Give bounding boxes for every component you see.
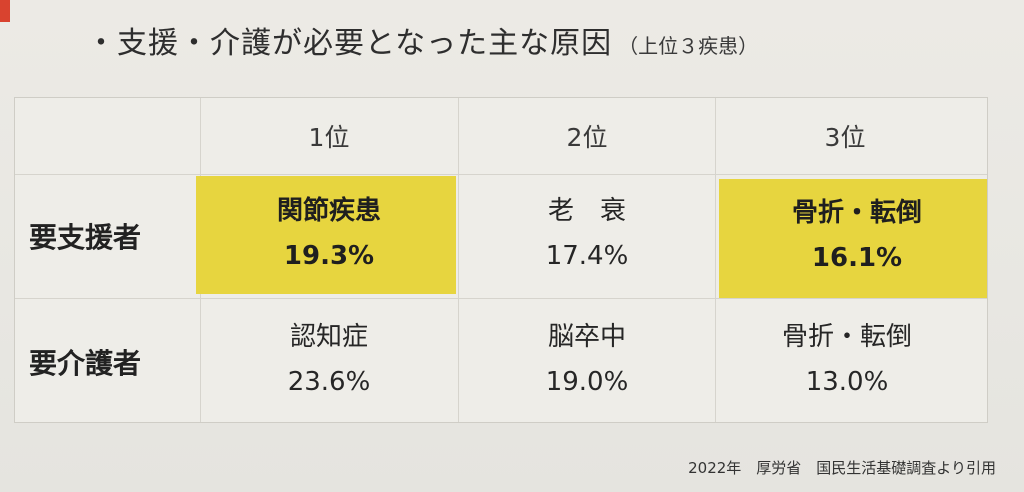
row-label-care: 要介護者 [29, 347, 142, 380]
table-divider [715, 98, 716, 422]
slide-title-main: ・支援・介護が必要となった主な原因 [86, 26, 613, 61]
cause-percent: 16.1% [811, 243, 903, 273]
table-divider [15, 174, 987, 175]
cause-name: 脳卒中 [547, 322, 626, 352]
slide-title: ・支援・介護が必要となった主な原因 （上位３疾患） [86, 18, 986, 62]
cause-percent: 17.4% [545, 241, 629, 271]
cause-percent: 19.3% [283, 241, 375, 271]
cause-percent: 19.0% [545, 367, 629, 397]
cause-name: 骨折・転倒 [791, 198, 922, 228]
cell-care-rank2: 脳卒中 19.0% [467, 320, 707, 400]
table-divider [15, 298, 987, 299]
highlight-support-rank3 [719, 179, 987, 298]
cell-care-rank1: 認知症 23.6% [209, 320, 449, 400]
cause-name: 老 衰 [547, 196, 626, 226]
cause-percent: 23.6% [287, 367, 371, 397]
cause-name: 認知症 [289, 322, 368, 352]
source-citation: 2022年 厚労省 国民生活基礎調査より引用 [688, 459, 996, 477]
corner-accent [0, 0, 10, 22]
cell-support-rank1: 関節疾患 19.3% [209, 194, 449, 274]
cell-support-rank3: 骨折・転倒 16.1% [737, 196, 977, 276]
cause-name: 関節疾患 [276, 196, 381, 226]
highlight-support-rank1 [196, 176, 456, 294]
cell-support-rank2: 老 衰 17.4% [467, 194, 707, 274]
cause-percent: 13.0% [805, 367, 889, 397]
row-label-support: 要支援者 [29, 221, 142, 254]
slide-title-sub: （上位３疾患） [618, 34, 759, 58]
rank-header-2: 2位 [566, 123, 608, 152]
table-divider [458, 98, 459, 422]
causes-table: 1位 2位 3位 要支援者 要介護者 関節疾患 19.3% 老 衰 17.4% … [14, 97, 988, 423]
cause-name: 骨折・転倒 [781, 322, 912, 352]
rank-header-1: 1位 [308, 123, 350, 152]
cell-care-rank3: 骨折・転倒 13.0% [727, 320, 967, 400]
rank-header-3: 3位 [824, 123, 866, 152]
